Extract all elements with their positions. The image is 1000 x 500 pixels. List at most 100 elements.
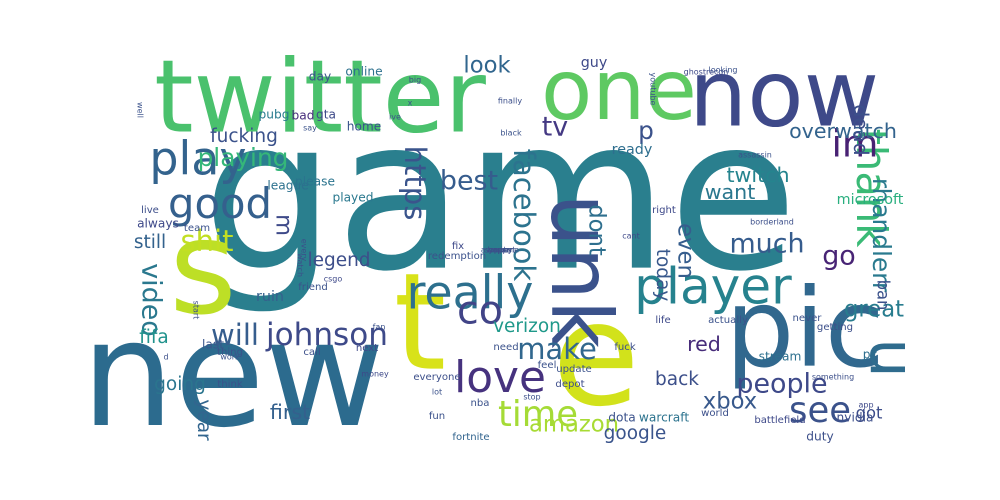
word-twitch: twitch xyxy=(726,163,789,187)
word-app: app xyxy=(858,401,873,410)
word-feel: feel xyxy=(538,360,557,371)
word-year: year xyxy=(193,399,214,441)
word-update: update xyxy=(556,364,592,375)
word-play: play xyxy=(149,132,246,186)
word-support: support xyxy=(485,246,516,255)
word-verizon: verizon xyxy=(493,316,561,337)
word-shit: shit xyxy=(181,224,234,258)
word-life: life xyxy=(655,315,670,326)
word-well: well xyxy=(136,102,145,118)
word-facebook: facebook xyxy=(507,149,541,282)
word-right: right xyxy=(652,205,676,216)
word-today: today xyxy=(652,249,673,302)
word-never: never xyxy=(793,313,823,324)
word-s: s xyxy=(169,192,237,344)
word-watch: watch xyxy=(296,253,305,277)
word-first: first xyxy=(270,400,310,424)
word-johnson: johnson xyxy=(265,317,388,353)
word-online: online xyxy=(345,65,382,79)
word-warcraft: warcraft xyxy=(639,411,689,425)
word-good: good xyxy=(168,179,272,228)
word-ban: ban xyxy=(874,280,893,311)
word-actually: actually xyxy=(708,315,748,326)
word-friend: friend xyxy=(298,282,328,293)
word-lot: lot xyxy=(432,388,442,397)
word-fifa: fifa xyxy=(139,327,169,348)
word-really: really xyxy=(407,266,534,320)
word-ruin: ruin xyxy=(256,289,284,305)
word-fix: fix xyxy=(452,241,464,252)
word-e: e xyxy=(552,272,640,438)
word-fuck: fuck xyxy=(614,342,636,353)
word-much: much xyxy=(729,229,804,260)
word-world: world xyxy=(701,408,729,419)
word-microsoft: microsoft xyxy=(837,192,904,208)
word-awesome: awesome xyxy=(481,246,519,255)
word-best: best xyxy=(440,166,498,197)
word-youtube: youtube xyxy=(649,73,658,106)
word-csgo: csgo xyxy=(324,275,343,284)
word-now: now xyxy=(689,39,879,147)
word-call: call xyxy=(303,347,320,358)
word-d: d xyxy=(163,353,168,362)
word-got: got xyxy=(856,404,883,423)
word-rhandlerr: rhandlerr xyxy=(867,178,896,293)
word-pc: pc xyxy=(863,348,877,362)
word-still: still xyxy=(134,232,166,253)
word-p: p xyxy=(638,116,654,145)
word-getting: getting xyxy=(817,322,853,333)
word-day: day xyxy=(309,70,331,84)
word-work: work xyxy=(220,353,240,362)
word-happy: happy xyxy=(488,246,513,255)
word-battlefield: battlefield xyxy=(754,415,805,426)
word-big: big xyxy=(409,76,421,85)
word-player: player xyxy=(634,257,792,316)
word-go: go xyxy=(822,241,856,272)
word-assassin: assassin xyxy=(738,151,772,160)
word-dota: dota xyxy=(608,411,635,425)
word-back: back xyxy=(655,369,699,390)
word-make: make xyxy=(517,332,597,366)
word-see: see xyxy=(789,390,851,431)
word-finally: finally xyxy=(498,97,522,106)
word-fortnite: fortnite xyxy=(452,432,489,443)
word-black: black xyxy=(500,129,522,138)
word-going: going xyxy=(154,374,206,395)
word-last: last xyxy=(202,338,224,352)
word-nba: nba xyxy=(471,398,490,409)
word-im: im xyxy=(832,122,879,166)
word-played: played xyxy=(332,191,373,205)
word-pic: pic xyxy=(725,265,884,392)
word-ive: ive xyxy=(389,113,401,122)
word-u: u xyxy=(856,338,929,378)
word-nvidia: nvidia xyxy=(837,411,874,425)
word-t: t xyxy=(394,244,447,401)
word-looking: looking xyxy=(708,66,737,75)
word-team: team xyxy=(184,223,210,234)
word-unk: unk xyxy=(532,194,630,349)
word-thank: thank xyxy=(847,129,896,249)
word-ready: ready xyxy=(612,142,653,158)
word-next: next xyxy=(356,343,378,354)
word-league: league xyxy=(267,179,308,193)
word-x: x xyxy=(408,99,413,108)
word-fucking: fucking xyxy=(210,126,278,147)
word-even: even xyxy=(673,223,699,279)
word-look: look xyxy=(463,53,511,79)
word-start: start xyxy=(192,301,201,320)
word-fun: fun xyxy=(429,411,445,422)
word-overwatch: overwatch xyxy=(789,119,897,143)
word-series: series xyxy=(488,246,512,255)
word-always: always xyxy=(137,217,179,231)
word-love: love xyxy=(454,352,546,403)
word-playing: playing xyxy=(198,143,289,172)
word-red: red xyxy=(687,332,721,356)
word-new: new xyxy=(81,289,385,460)
word-google: google xyxy=(604,423,667,444)
word-something: something xyxy=(812,373,854,382)
word-bad: bad xyxy=(292,109,315,123)
word-video: video xyxy=(136,263,167,336)
word-want: want xyxy=(705,180,756,204)
word-borderland: borderland xyxy=(750,218,794,227)
